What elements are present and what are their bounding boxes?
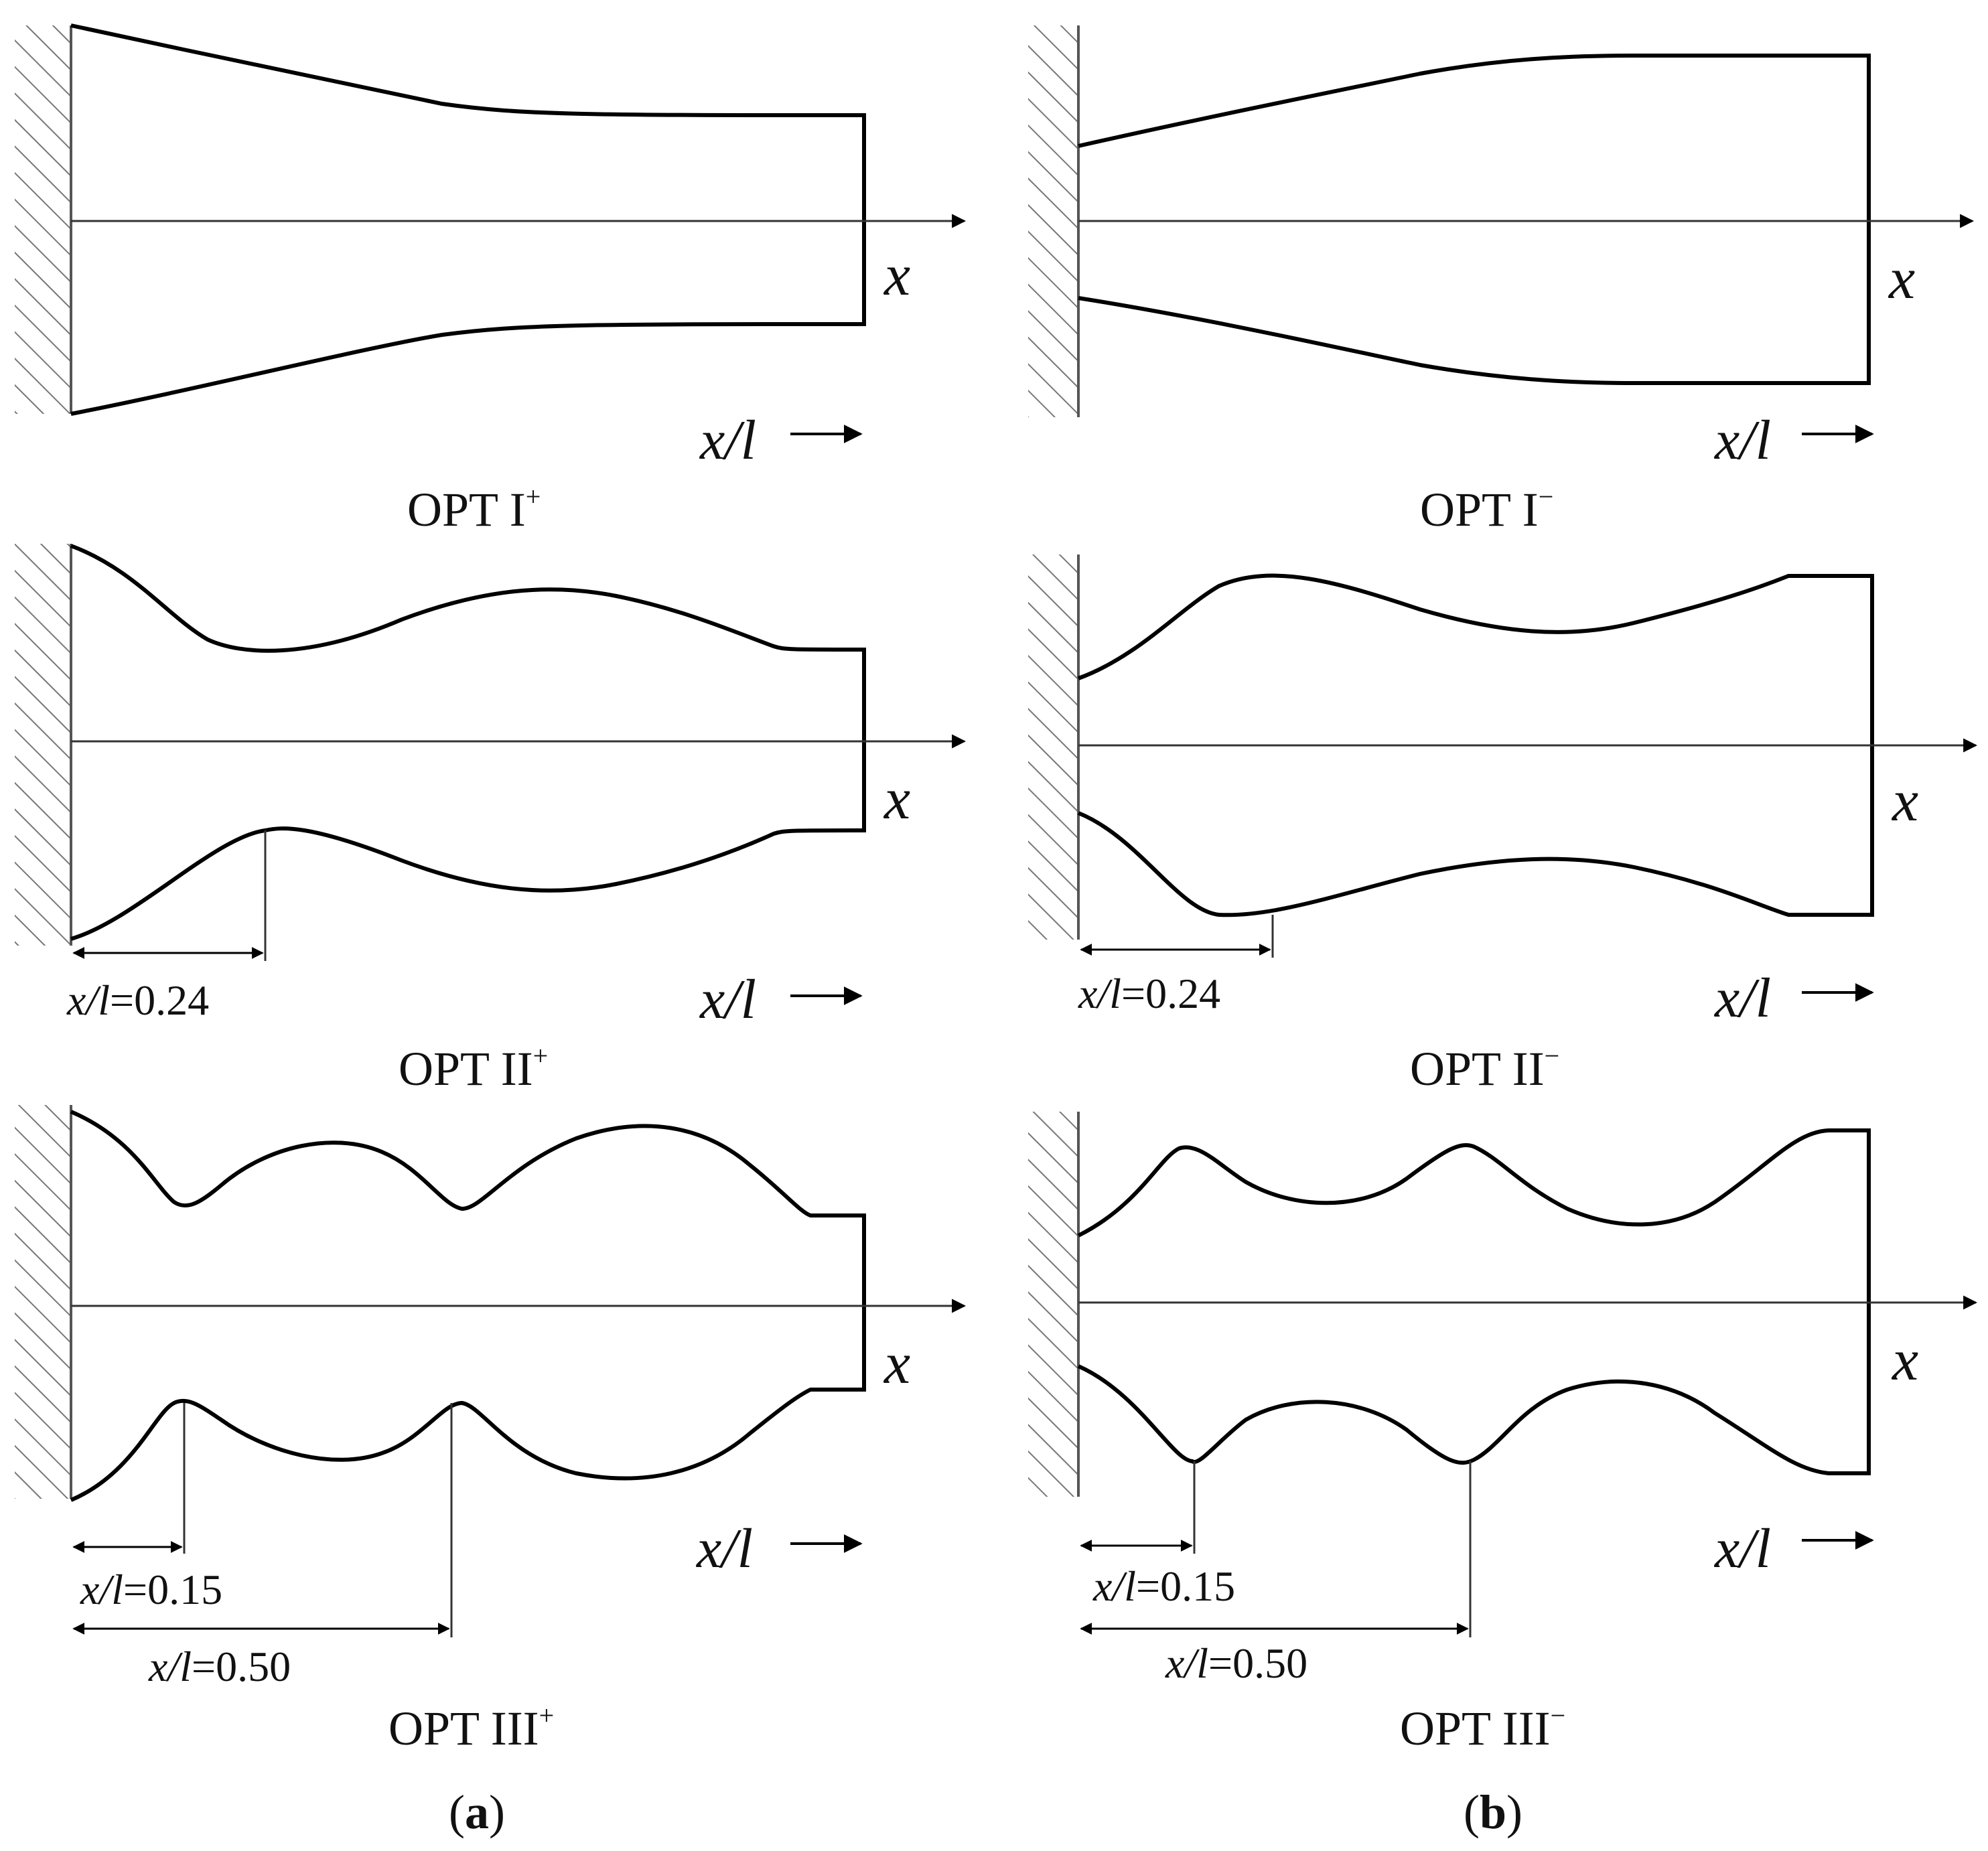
clamped-support-hatch [1028,1112,1078,1497]
clamped-support-hatch [15,544,71,946]
caption-opt1-plus: OPT I+ [407,482,541,536]
xl-direction-label: x/l [1713,967,1771,1029]
axis-x-label: x [883,767,910,832]
axis-x-label: x [883,243,910,308]
panel-label-b: (b) [1464,1785,1522,1839]
axis-x-label: x [883,1331,910,1396]
cell-opt2-plus: x x/l=0.24 x/l OPT II+ [15,544,967,1096]
axis-x-label: x [1891,769,1918,834]
beam-profile [70,23,866,416]
dimension-label: x/l=0.24 [1078,970,1220,1017]
dimension-label: x/l=0.50 [148,1643,291,1690]
xl-direction-label: x/l [1713,1517,1771,1580]
caption-opt1-minus: OPT I− [1420,482,1553,536]
caption-opt2-minus: OPT II− [1410,1041,1559,1096]
clamped-support-hatch [15,25,71,414]
axis-x-label: x [1888,246,1915,311]
panel-label-a: (a) [449,1785,505,1839]
xl-direction-label: x/l [695,1517,753,1580]
xl-direction-label: x/l [699,409,756,471]
cell-opt1-minus: x x/l OPT I− [1028,25,1975,536]
beam-profile [70,544,866,941]
beam-profile [1077,1128,1871,1475]
dimension-label: x/l=0.50 [1165,1639,1307,1687]
caption-opt3-minus: OPT III− [1400,1700,1565,1755]
xl-direction-label: x/l [699,968,756,1031]
xl-direction-label: x/l [1713,409,1771,471]
caption-opt3-plus: OPT III+ [388,1700,554,1755]
clamped-support-hatch [15,1105,71,1499]
axis-x-label: x [1891,1328,1918,1393]
beam-profile [70,1110,866,1502]
beam-profile [1078,54,1871,385]
cell-opt3-minus: x x/l=0.15 x/l=0.50 x/l OPT III− [1028,1112,1978,1755]
dimension-label: x/l=0.24 [66,976,209,1024]
dimension-label: x/l=0.15 [80,1566,222,1613]
cell-opt3-plus: x x/l=0.15 x/l=0.50 x/l OPT III+ [15,1105,967,1755]
clamped-support-hatch [1028,25,1078,417]
cell-opt2-minus: x x/l=0.24 x/l OPT II− [1028,554,1978,1096]
clamped-support-hatch [1028,554,1078,940]
cell-opt1-plus: x x/l OPT I+ [15,23,967,536]
caption-opt2-plus: OPT II+ [399,1041,548,1096]
dimension-label: x/l=0.15 [1092,1562,1235,1610]
